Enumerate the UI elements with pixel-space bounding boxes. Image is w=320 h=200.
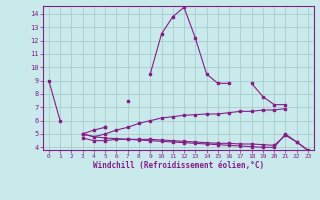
X-axis label: Windchill (Refroidissement éolien,°C): Windchill (Refroidissement éolien,°C) [93,161,264,170]
